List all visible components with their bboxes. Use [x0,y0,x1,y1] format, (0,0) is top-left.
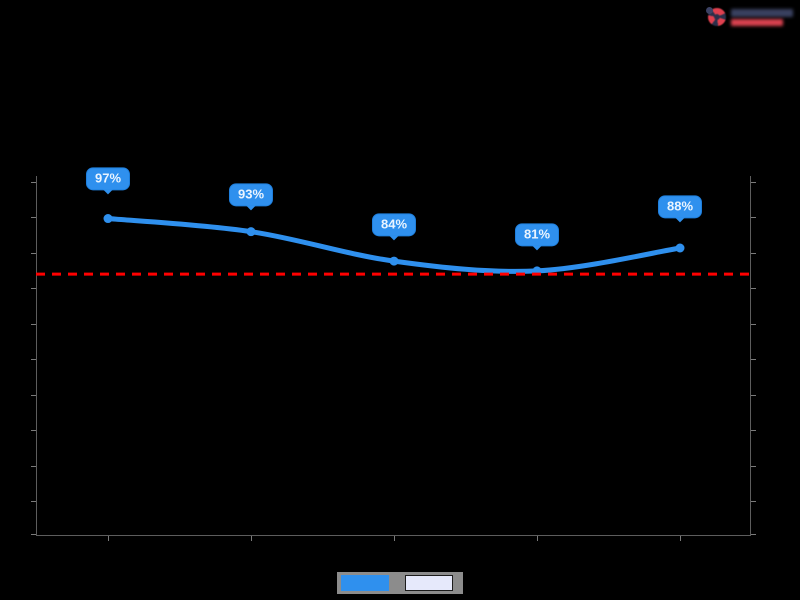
y-axis-left-tick [31,182,36,183]
y-axis-left-label: ​ [3,282,29,294]
logo-wordmark-line-2 [731,18,783,26]
x-axis-label: ​ [377,548,411,560]
y-axis-left-label: ​ [3,211,29,223]
y-axis-left-tick [31,534,36,535]
x-axis-label: ​ [664,548,696,560]
y-axis-right-label: ​ [758,424,786,436]
y-axis-left-tick [31,466,36,467]
y-axis-left-tick [31,501,36,502]
y-axis-right-tick [751,359,756,360]
y-axis-left-label: ​ [3,528,29,540]
data-label-callout: 84% [371,213,417,240]
data-label-callout: 93% [228,183,274,210]
y-axis-right-label: ​ [758,353,788,365]
y-axis-right-tick [751,395,756,396]
y-axis-right-tick [751,324,756,325]
logo-wordmark [731,6,793,28]
y-axis-right-tick [751,501,756,502]
y-axis-right-label: ​ [758,211,788,223]
y-axis-left-label: ​ [3,495,29,507]
x-axis-label: ​ [521,548,553,560]
chart-legend: ​ ​ [337,572,463,594]
y-axis-right-tick [751,288,756,289]
y-axis-right-label: ​ [758,528,774,540]
y-axis-right-label: ​ [758,389,786,401]
y-axis-right-tick [751,253,756,254]
y-axis-left-tick [31,324,36,325]
x-axis-label: ​ [87,548,129,560]
x-axis-tick [251,536,252,541]
y-axis-right-tick [751,217,756,218]
series-point [675,243,685,253]
y-axis-right-tick [751,534,756,535]
y-axis-left [36,176,37,536]
x-axis-tick [537,536,538,541]
data-label-callout: 97% [85,167,131,194]
legend-swatch-blue-icon [341,575,389,591]
y-axis-right-tick [751,182,756,183]
y-axis-left-label: ​ [3,460,29,472]
logo-dot-icon [706,7,713,14]
x-axis-tick [680,536,681,541]
legend-item-reference[interactable]: ​ [405,575,459,591]
y-axis-right-tick [751,466,756,467]
x-axis-tick [108,536,109,541]
data-label-callout: 81% [514,223,560,250]
y-axis-left-tick [31,359,36,360]
y-axis-left-label: ​ [3,176,29,188]
x-axis-tick [394,536,395,541]
y-axis-left-tick [31,253,36,254]
y-axis-right-label: ​ [758,282,786,294]
y-axis-left-label: ​ [3,389,29,401]
x-axis-label: ​ [230,548,272,560]
chart-title: ​ [100,80,700,104]
legend-swatch-light-icon [405,575,453,591]
data-label-callout: 88% [657,195,703,222]
series-svg [36,214,751,276]
y-axis-right-label: ​ [758,460,782,472]
y-axis-left-label: ​ [3,353,29,365]
plot-area: ​ ​ ​ ​ ​ ​ ​ ​ ​ ​ ​ ​ ​ ​ ​ ​ ​ ​ [31,167,756,541]
logo-ring-icon [708,8,726,26]
y-axis-right-label: ​ [758,176,790,188]
y-axis-left-tick [31,217,36,218]
legend-item-series[interactable]: ​ [341,575,395,591]
y-axis-left-label: ​ [3,247,29,259]
logo-mark-icon [706,6,728,28]
y-axis-right-label: ​ [758,495,786,507]
series-point [246,227,256,237]
x-axis [36,535,751,536]
company-logo [706,4,796,30]
y-axis-left-label: ​ [3,424,29,436]
y-axis-left-tick [31,430,36,431]
series-point [103,214,113,224]
y-axis-right-label: ​ [758,247,788,259]
y-axis-right [750,176,751,536]
y-axis-left-tick [31,395,36,396]
series-point [389,256,399,266]
y-axis-right-label: ​ [758,318,788,330]
y-axis-right-tick [751,430,756,431]
logo-wordmark-line-1 [731,8,793,17]
y-axis-left-tick [31,288,36,289]
y-axis-left-label: ​ [3,318,29,330]
